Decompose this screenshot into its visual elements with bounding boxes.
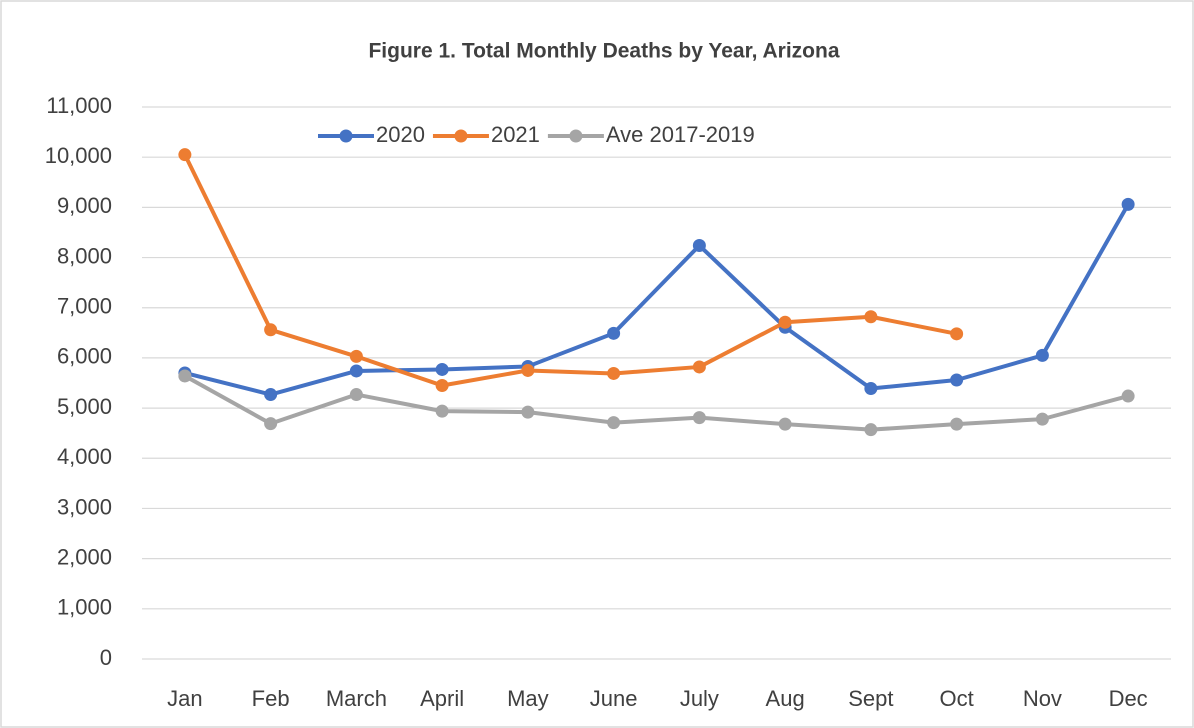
y-tick-label: 11,000 xyxy=(46,93,112,118)
x-tick-label: July xyxy=(680,686,719,711)
x-tick-label: March xyxy=(326,686,387,711)
y-tick-label: 5,000 xyxy=(57,394,112,419)
data-point xyxy=(1035,412,1049,426)
data-point xyxy=(1035,348,1049,362)
y-tick-label: 0 xyxy=(100,645,112,670)
y-tick-label: 3,000 xyxy=(57,494,112,519)
data-point xyxy=(349,364,363,378)
x-tick-label: June xyxy=(590,686,638,711)
x-tick-label: Nov xyxy=(1023,686,1062,711)
series-line xyxy=(183,374,1129,432)
series-line xyxy=(184,203,1130,397)
chart-title: Figure 1. Total Monthly Deaths by Year, … xyxy=(368,40,839,63)
data-point xyxy=(264,323,278,337)
data-point xyxy=(950,373,964,387)
data-point xyxy=(778,417,792,431)
data-point xyxy=(349,388,363,402)
data-point xyxy=(349,349,363,363)
legend-marker xyxy=(454,129,468,143)
data-point xyxy=(692,411,706,425)
x-tick-label: April xyxy=(420,686,464,711)
x-tick-label: Jan xyxy=(167,686,202,711)
x-tick-label: Oct xyxy=(940,686,974,711)
data-point xyxy=(950,327,964,341)
data-point xyxy=(1121,389,1135,403)
data-point xyxy=(435,379,449,393)
x-tick-label: May xyxy=(507,686,549,711)
data-point xyxy=(950,417,964,431)
series-line xyxy=(183,153,958,388)
legend-label: Ave 2017-2019 xyxy=(606,122,755,147)
legend-marker xyxy=(569,129,583,143)
y-tick-label: 9,000 xyxy=(57,193,112,218)
data-point xyxy=(264,417,278,431)
y-tick-label: 7,000 xyxy=(57,294,112,319)
data-point xyxy=(435,404,449,418)
y-tick-label: 1,000 xyxy=(57,595,112,620)
data-point xyxy=(864,423,878,437)
data-point xyxy=(521,405,535,419)
data-point xyxy=(692,239,706,253)
legend-label: 2021 xyxy=(491,122,540,147)
x-tick-label: Dec xyxy=(1109,686,1148,711)
data-point xyxy=(607,326,621,340)
data-point xyxy=(435,362,449,376)
data-point xyxy=(178,148,192,162)
data-point xyxy=(178,369,192,383)
y-tick-label: 6,000 xyxy=(57,344,112,369)
y-tick-label: 8,000 xyxy=(57,243,112,268)
legend-marker xyxy=(339,129,353,143)
data-point xyxy=(778,315,792,329)
x-tick-label: Sept xyxy=(848,686,893,711)
data-point xyxy=(264,388,278,402)
legend-label: 2020 xyxy=(376,122,425,147)
x-tick-label: Aug xyxy=(766,686,805,711)
y-tick-label: 4,000 xyxy=(57,444,112,469)
y-tick-label: 10,000 xyxy=(45,143,112,168)
data-point xyxy=(864,382,878,396)
data-point xyxy=(864,310,878,324)
data-point xyxy=(607,416,621,430)
data-point xyxy=(521,363,535,377)
data-point xyxy=(692,360,706,374)
y-tick-label: 2,000 xyxy=(57,544,112,569)
x-tick-label: Feb xyxy=(252,686,290,711)
data-point xyxy=(1121,197,1135,211)
data-point xyxy=(607,366,621,380)
